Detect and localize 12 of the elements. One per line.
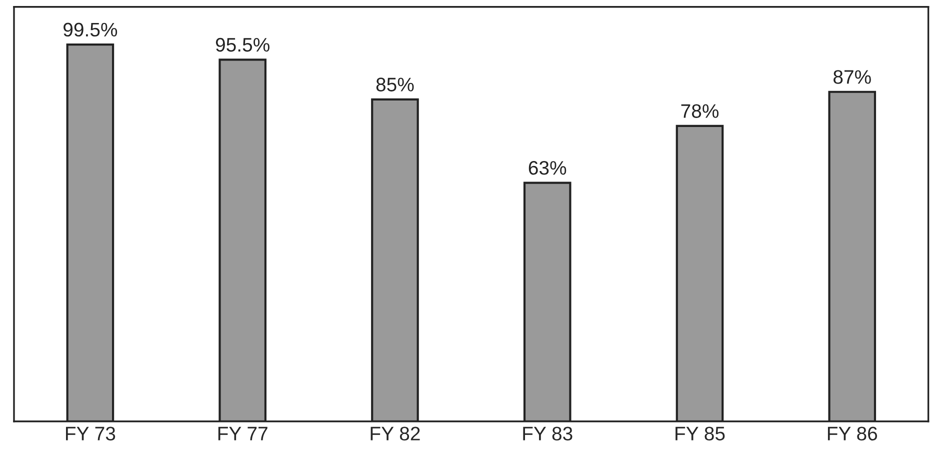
data-label: 99.5% <box>64 22 118 37</box>
x-tick-label: FY 82 <box>370 426 420 441</box>
data-label: 78% <box>681 104 719 118</box>
x-tick-label: FY 85 <box>676 426 725 441</box>
x-tick-label: FY 77 <box>218 426 268 440</box>
data-label: 85% <box>376 78 414 92</box>
x-tick-label: FY 86 <box>828 426 878 441</box>
x-tick-label: FY 83 <box>523 426 572 441</box>
data-label: 87% <box>834 70 871 84</box>
data-label: 95.5% <box>216 38 270 52</box>
x-tick-label: FY 73 <box>66 426 116 441</box>
data-label: 63% <box>528 161 566 175</box>
